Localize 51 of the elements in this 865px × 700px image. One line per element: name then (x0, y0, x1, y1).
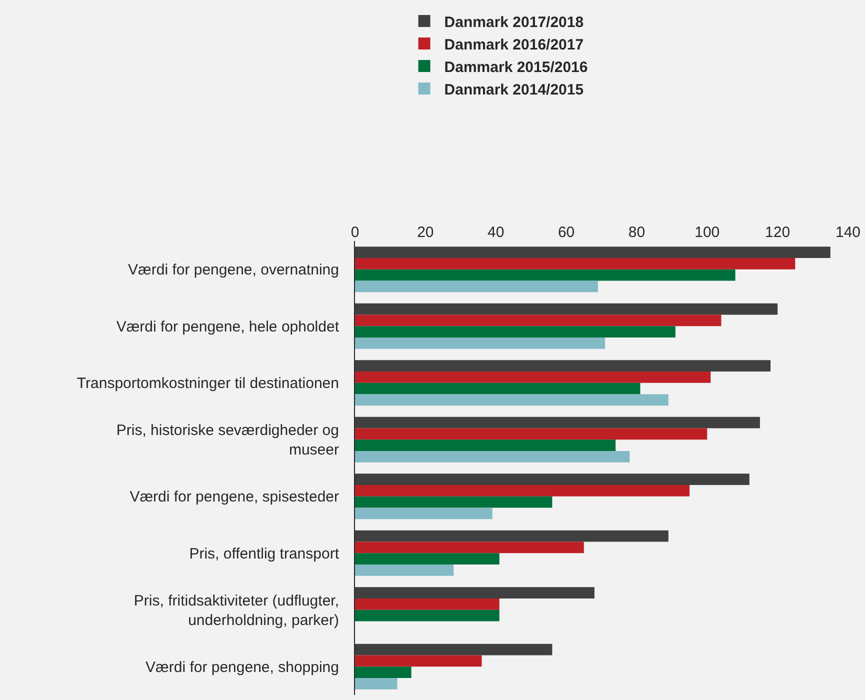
bar (355, 280, 598, 292)
bar (355, 530, 668, 542)
y-tick-label: Pris, offentlig transport (189, 545, 340, 562)
bar (355, 678, 398, 690)
y-tick-label: Værdi for pengene, shopping (146, 658, 339, 676)
x-tick-label: 80 (628, 224, 646, 241)
x-tick-label: 60 (558, 224, 575, 241)
bar (355, 485, 690, 496)
bar (355, 428, 708, 440)
bar (355, 587, 594, 599)
y-tick-label: Værdi for pengene, overnatning (128, 262, 339, 279)
bar (355, 269, 736, 281)
bar (355, 360, 771, 372)
bar (355, 246, 830, 258)
x-tick-label: 20 (417, 224, 434, 241)
bar (355, 337, 606, 349)
bar (355, 314, 722, 326)
bar (355, 598, 500, 610)
x-tick-label: 140 (835, 224, 861, 241)
bar (355, 258, 796, 270)
bar (355, 303, 778, 315)
bar (355, 450, 630, 462)
bar (355, 394, 668, 406)
y-tick-label: Transportomkostninger til destinationen (76, 375, 339, 392)
legend-label: Danmark 2014/2015 (444, 81, 584, 98)
y-tick-label: Værdi for pengene, hele opholdet (116, 318, 340, 336)
bar (355, 382, 640, 394)
bar (355, 553, 500, 564)
y-tick-label: Pris, fritidsaktiviteter (udflugter, underholdning, parker) (134, 592, 339, 629)
bar (355, 666, 412, 678)
bar (355, 610, 500, 622)
legend-label: Danmark 2016/2017 (444, 36, 584, 54)
bar (355, 655, 482, 667)
y-tick-label: Pris, historiske seværdigheder og museer (116, 422, 339, 459)
x-tick-label: 120 (765, 224, 790, 241)
x-tick-label: 0 (350, 224, 360, 241)
x-tick-label: 100 (694, 224, 720, 241)
bar (355, 474, 750, 486)
bar (355, 644, 552, 656)
x-tick-label: 40 (488, 224, 504, 241)
legend-label: Dammark 2015/2016 (444, 58, 588, 76)
bar (355, 416, 760, 428)
bar (355, 542, 584, 554)
bar (355, 496, 552, 508)
bar (355, 326, 676, 338)
bar (355, 564, 454, 576)
legend-label: Danmark 2017/2018 (444, 14, 584, 31)
y-tick-label: Værdi for pengene, spisesteder (130, 488, 339, 506)
bar (355, 372, 711, 383)
bar (355, 440, 616, 451)
bar (355, 508, 492, 520)
